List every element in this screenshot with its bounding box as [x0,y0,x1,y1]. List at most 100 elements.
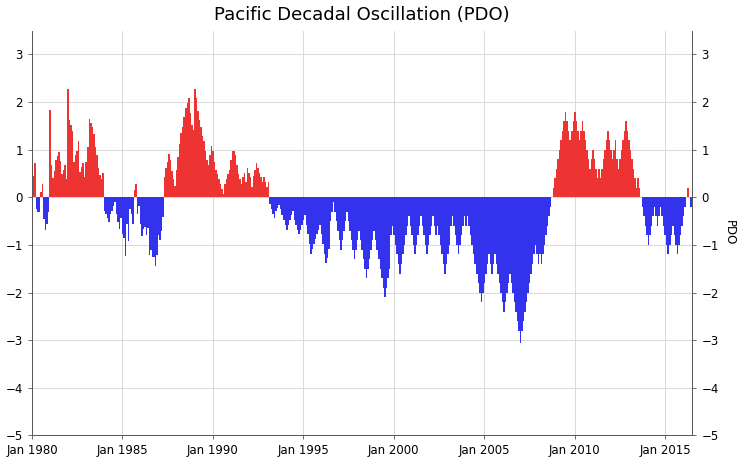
Bar [98,168,99,197]
Bar [615,140,617,197]
Bar [631,159,633,197]
Bar [592,150,594,197]
Bar [382,197,384,288]
Bar [579,140,580,197]
Bar [350,197,353,240]
Bar [682,197,684,216]
Bar [185,108,187,197]
Bar [440,197,442,245]
Bar [368,197,369,269]
Bar [372,197,373,240]
Bar [654,197,656,207]
Bar [107,197,108,218]
Bar [556,169,557,197]
Bar [659,197,660,216]
Bar [76,151,78,197]
Bar [677,197,678,255]
Bar [503,197,505,312]
Bar [168,154,170,197]
Bar [285,197,286,225]
Bar [375,197,376,240]
Bar [356,197,357,250]
Bar [693,197,694,207]
Bar [411,197,413,235]
Bar [508,197,509,283]
Bar [253,176,254,197]
Bar [577,131,579,197]
Bar [700,197,701,207]
Bar [614,150,615,197]
Bar [116,197,117,214]
Bar [226,179,227,197]
Bar [216,175,218,197]
Bar [376,197,378,250]
Bar [369,197,370,259]
Bar [387,197,388,278]
Bar [398,197,399,264]
Bar [657,197,659,226]
Bar [496,197,497,264]
Bar [331,197,333,212]
Bar [443,197,445,264]
Bar [471,197,473,245]
Bar [630,150,631,197]
Bar [669,197,671,245]
Bar [701,197,702,216]
Bar [477,197,479,283]
Bar [235,156,236,197]
Bar [534,197,535,255]
Bar [316,197,318,234]
Bar [39,197,40,212]
Bar [184,117,185,197]
Bar [436,197,439,226]
Bar [43,197,44,219]
Bar [506,197,508,293]
Bar [674,197,675,235]
Bar [407,197,408,226]
Bar [56,160,57,197]
Bar [604,150,605,197]
Bar [126,197,127,224]
Bar [242,177,244,197]
Bar [476,197,477,274]
Bar [283,197,285,220]
Bar [499,197,500,283]
Bar [188,98,190,197]
Bar [334,197,336,212]
Bar [143,197,144,229]
Bar [34,163,36,197]
Bar [69,120,70,197]
Bar [53,178,54,197]
Bar [645,197,646,226]
Bar [589,169,591,197]
Bar [528,197,529,293]
Bar [462,197,464,226]
Bar [576,121,577,197]
Bar [544,197,545,245]
Bar [487,197,488,264]
Bar [79,172,81,197]
Bar [268,182,270,197]
Bar [662,197,663,216]
Bar [702,197,704,226]
Bar [62,174,63,197]
Bar [139,197,140,206]
Bar [601,169,602,197]
Bar [521,197,522,331]
Bar [227,175,229,197]
Bar [225,184,226,197]
Bar [696,188,698,197]
Bar [295,197,296,225]
Bar [133,190,136,197]
Bar [565,112,566,197]
Bar [319,197,321,225]
Bar [408,197,410,216]
Bar [395,197,396,245]
Bar [519,197,521,343]
Bar [136,184,137,197]
Bar [238,175,239,197]
Bar [293,197,295,220]
Bar [353,197,354,250]
Bar [117,197,119,222]
Bar [687,188,688,197]
